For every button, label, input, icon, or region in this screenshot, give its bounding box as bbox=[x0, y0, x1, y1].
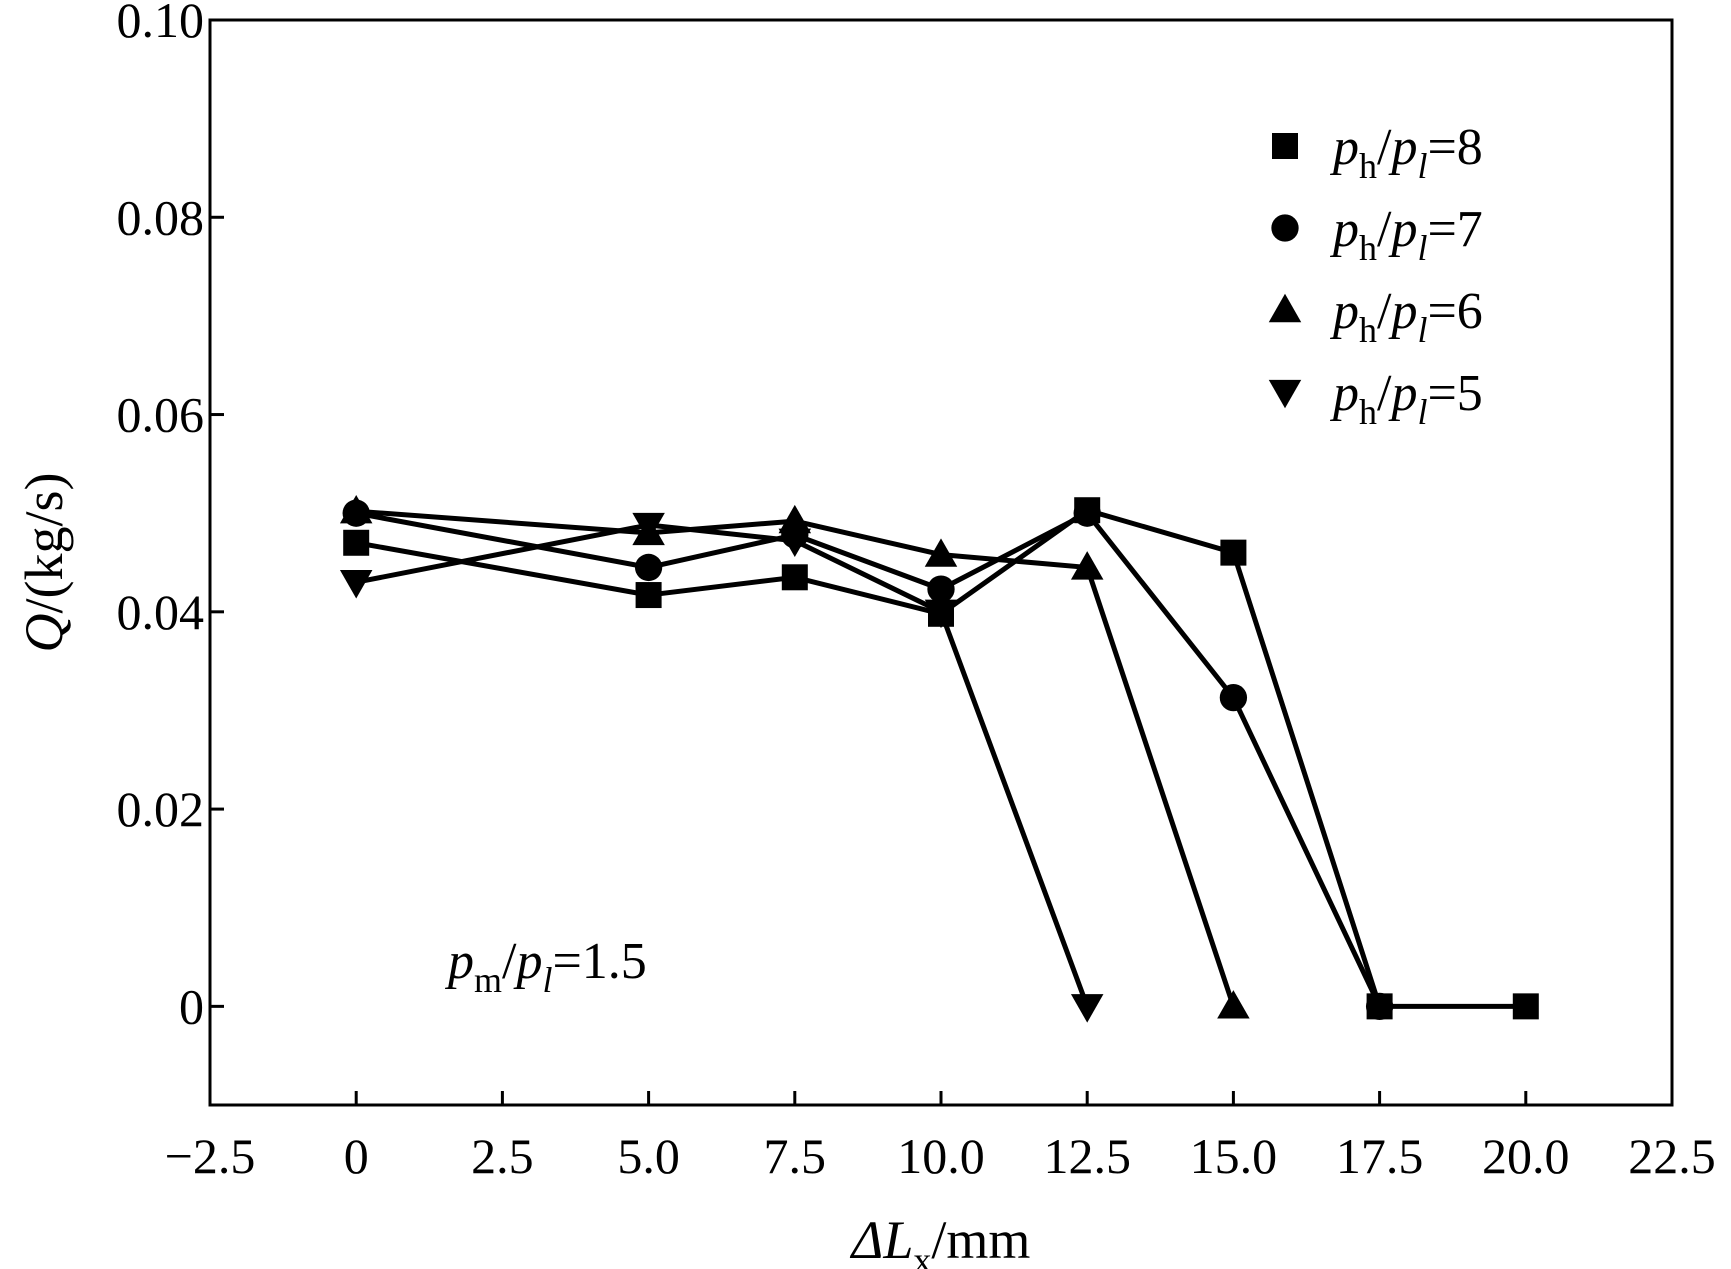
series-triangle-up bbox=[339, 494, 1250, 1019]
data-point bbox=[1217, 990, 1250, 1019]
data-point bbox=[1070, 551, 1104, 580]
annotation-group: pm/pl=1.5 bbox=[444, 933, 647, 1000]
x-tick-label: 20.0 bbox=[1482, 1128, 1570, 1184]
legend-marker bbox=[1271, 214, 1299, 242]
x-tick-label: 17.5 bbox=[1336, 1128, 1424, 1184]
pressure-ratio-annotation: pm/pl=1.5 bbox=[444, 933, 647, 1000]
legend-label: ph/pl=8 bbox=[1329, 119, 1483, 186]
data-point bbox=[778, 528, 812, 558]
data-point bbox=[635, 582, 662, 609]
legend-label: ph/pl=7 bbox=[1329, 201, 1483, 268]
data-point bbox=[781, 564, 808, 591]
x-tick-label: 7.5 bbox=[764, 1128, 827, 1184]
data-point bbox=[927, 575, 955, 603]
legend-entry: ph/pl=6 bbox=[1268, 283, 1483, 350]
legend-label: ph/pl=6 bbox=[1329, 283, 1483, 350]
series-triangle-down bbox=[339, 512, 1104, 1023]
legend-label: ph/pl=5 bbox=[1329, 365, 1483, 432]
y-tick-label: 0.06 bbox=[117, 387, 205, 443]
data-point bbox=[339, 494, 373, 524]
data-point bbox=[1365, 992, 1394, 1021]
axis-ticks: −2.5 0 2.5 5.0 7.5 10.0 12.5 15.0 17.5 20.0 22.5 0 0… bbox=[117, 0, 1716, 1184]
legend-entry: ph/pl=7 bbox=[1271, 201, 1483, 268]
x-tick-label: 15.0 bbox=[1190, 1128, 1278, 1184]
data-point bbox=[632, 512, 665, 542]
y-tick-label: 0.04 bbox=[117, 584, 205, 640]
y-tick-label: 0.08 bbox=[117, 189, 205, 245]
data-point bbox=[1073, 499, 1101, 527]
data-point bbox=[924, 538, 958, 567]
legend-marker bbox=[1268, 293, 1302, 323]
legend-entry: ph/pl=5 bbox=[1268, 365, 1483, 432]
legend-marker bbox=[1272, 133, 1298, 159]
x-tick-label: 5.0 bbox=[617, 1128, 680, 1184]
x-axis-label: ΔLx/mm bbox=[850, 1210, 1031, 1269]
legend-marker bbox=[1268, 379, 1302, 409]
legend: ph/pl=8 ph/pl=7 ph/pl=6 ph/pl=5 bbox=[1268, 119, 1483, 432]
data-point bbox=[1070, 994, 1104, 1023]
data-point bbox=[339, 570, 373, 599]
x-tick-label: 10.0 bbox=[897, 1128, 985, 1184]
data-point bbox=[1220, 539, 1247, 566]
y-tick-label: 0 bbox=[179, 978, 204, 1034]
y-tick-label: 0.02 bbox=[117, 781, 205, 837]
y-axis-label: Q/(kg/s) bbox=[14, 473, 74, 653]
axis-labels: ΔLx/mm Q/(kg/s) bbox=[14, 473, 1030, 1269]
x-tick-label: 12.5 bbox=[1043, 1128, 1131, 1184]
data-point bbox=[778, 504, 812, 534]
data-point bbox=[1512, 993, 1539, 1020]
data-point bbox=[1219, 683, 1248, 712]
data-point bbox=[634, 553, 663, 582]
data-point bbox=[924, 599, 958, 629]
x-tick-label: 0 bbox=[344, 1128, 369, 1184]
x-tick-label: −2.5 bbox=[165, 1128, 256, 1184]
x-tick-label: 22.5 bbox=[1628, 1128, 1716, 1184]
legend-entry: ph/pl=8 bbox=[1272, 119, 1483, 186]
y-tick-label: 0.10 bbox=[117, 0, 205, 48]
series-line bbox=[356, 508, 1236, 1008]
series-group bbox=[339, 494, 1539, 1023]
x-tick-label: 2.5 bbox=[471, 1128, 534, 1184]
data-point bbox=[343, 529, 370, 556]
